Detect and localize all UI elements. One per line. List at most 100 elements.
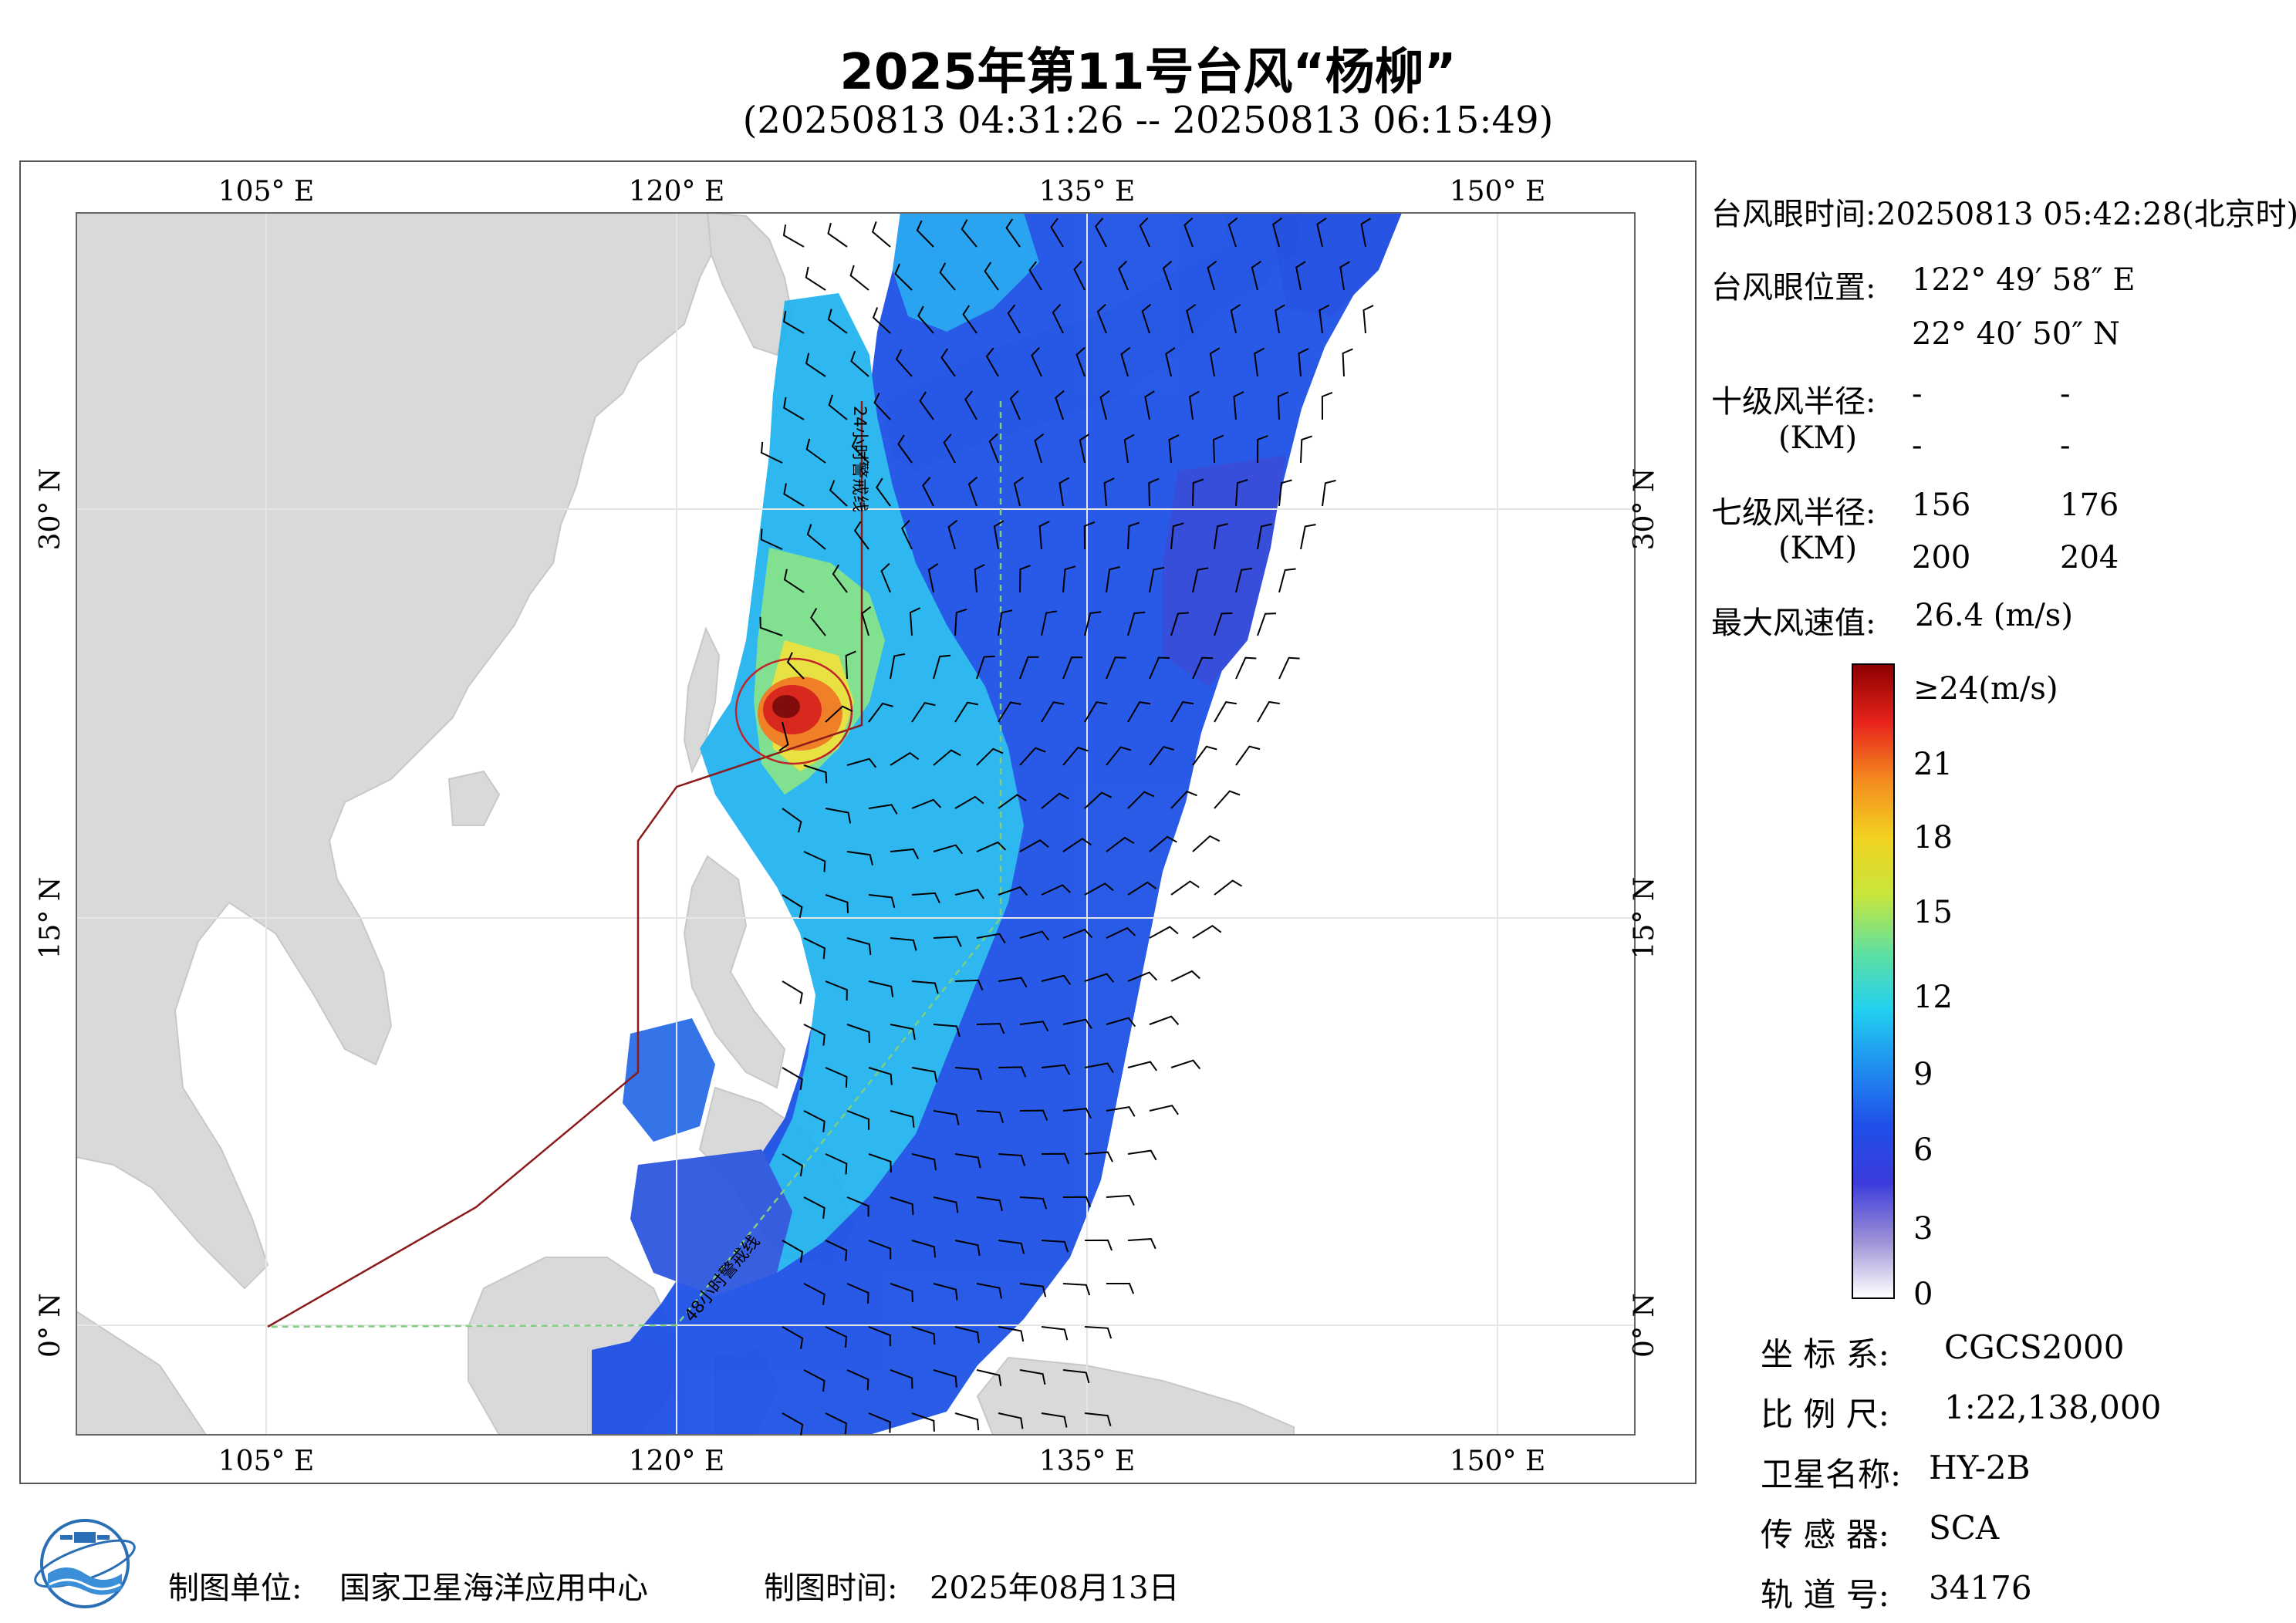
wind-barb (1362, 305, 1374, 334)
wind-barb (849, 265, 869, 291)
wind-barb (911, 1067, 938, 1083)
wind-barb (825, 894, 849, 913)
lon-tick-bottom-150: 150° E (1450, 1446, 1545, 1477)
sensor-value: SCA (1929, 1509, 2000, 1547)
wind-barb (1062, 928, 1093, 939)
wind-barb (786, 652, 805, 680)
wind-barb (1251, 260, 1261, 291)
scale-value: 1:22,138,000 (1944, 1388, 2162, 1426)
wind-barb (933, 844, 964, 855)
wind-barb (943, 434, 956, 464)
wind-barb (1106, 1194, 1135, 1206)
lon-tick-top-120: 120° E (629, 176, 724, 208)
wind-barb (1083, 521, 1096, 550)
wind-barb (917, 305, 934, 334)
wind-barb (954, 795, 984, 809)
wind-barb (782, 1326, 804, 1349)
wind-barb (868, 980, 894, 997)
wind-barb (1041, 792, 1069, 809)
wind-barb (803, 1369, 826, 1392)
wind-barb (976, 933, 1006, 944)
wind-barb (1041, 1326, 1069, 1341)
wind-barb (890, 653, 906, 680)
satellite-value: HY-2B (1929, 1449, 2031, 1486)
r10-label: 十级风半径: (1711, 384, 1876, 420)
wind-barb (1106, 746, 1132, 766)
wind-barb (1041, 884, 1071, 896)
wind-barb (846, 758, 877, 768)
wind-barb (954, 1412, 980, 1431)
wind-barb (1062, 656, 1083, 680)
wind-barb (933, 936, 962, 947)
producer-label: 制图单位: (168, 1571, 302, 1606)
wind-barb (1084, 1326, 1113, 1339)
wind-barb (1084, 611, 1102, 636)
wind-barb (1038, 521, 1050, 550)
wind-barb (829, 480, 848, 507)
wind-barb (825, 705, 853, 723)
wind-map-frame: 24小时警戒线 48小时警戒线 105° E 120° E 135° E 150… (19, 160, 1697, 1484)
china-mainland (76, 212, 721, 1290)
wind-barb (1041, 1064, 1071, 1075)
wind-barb (850, 350, 869, 377)
wind-barb (890, 1024, 916, 1040)
r10-value-2: - (2060, 376, 2071, 412)
wind-barb (1041, 1152, 1070, 1165)
wind-barb (954, 1067, 982, 1080)
wind-barb (782, 894, 803, 918)
axis-labels: 105° E 120° E 135° E 150° E 105° E 120° … (35, 176, 1660, 1477)
wind-barb (1084, 882, 1114, 896)
colorbar-label-0: 0 (1913, 1277, 1933, 1312)
wind-barb (890, 937, 917, 951)
eye-latitude: 22° 40′ 50″ N (1912, 316, 2120, 352)
wind-barb (1227, 217, 1238, 248)
luzon-island (683, 855, 786, 1089)
max-wind-value: 26.4 (m/s) (1915, 598, 2073, 633)
wind-barb (1278, 479, 1292, 507)
wind-barb (998, 886, 1028, 896)
wind-barb (868, 1412, 891, 1433)
wind-barb (1170, 880, 1200, 896)
wind-barb (1342, 348, 1353, 377)
wind-barb (998, 794, 1027, 809)
wind-barb (846, 1283, 869, 1304)
sw-patch-3 (592, 1335, 684, 1435)
wind-barb (922, 477, 934, 507)
r7-unit: (KM) (1778, 531, 1858, 566)
wind-barb (961, 219, 977, 248)
wind-barb (868, 1153, 892, 1173)
wind-barb (782, 1153, 803, 1177)
wind-barb (1084, 1239, 1113, 1251)
wind-barb (976, 1369, 1002, 1386)
wind-barb (962, 305, 977, 334)
wind-barb (933, 654, 951, 680)
wind-barb (1322, 479, 1336, 507)
wind-barb (976, 1283, 1002, 1299)
producer-value: 国家卫星海洋应用中心 (339, 1571, 648, 1606)
wind-barb (1272, 217, 1283, 248)
wind-barb (1170, 612, 1189, 636)
wind-barb (890, 751, 920, 766)
wind-barb (827, 222, 848, 248)
wind-barb (1096, 303, 1107, 334)
colorbar-label-12: 12 (1913, 980, 1953, 1015)
wind-barb (927, 563, 939, 593)
wind-barb (803, 1283, 826, 1305)
wind-barb (1019, 930, 1050, 941)
wind-barb (1062, 1196, 1092, 1208)
wind-barb (947, 519, 958, 550)
wind-barb (1319, 304, 1330, 334)
lon-tick-bottom-120: 120° E (629, 1446, 724, 1477)
map-date-label: 制图时间: (764, 1571, 898, 1606)
wind-barb (825, 1326, 848, 1348)
wind-barb (1127, 1238, 1156, 1250)
wind-barb (1019, 747, 1046, 766)
swath-west-cyan (700, 293, 1024, 1273)
wind-barb (890, 1110, 915, 1128)
wind-barb (783, 569, 805, 593)
wind-barb (1106, 836, 1135, 852)
wind-barb (1059, 477, 1070, 507)
wind-barb (954, 979, 984, 991)
wind-barb (998, 1066, 1027, 1078)
lat-tick-right-30: 30° N (1629, 468, 1660, 551)
